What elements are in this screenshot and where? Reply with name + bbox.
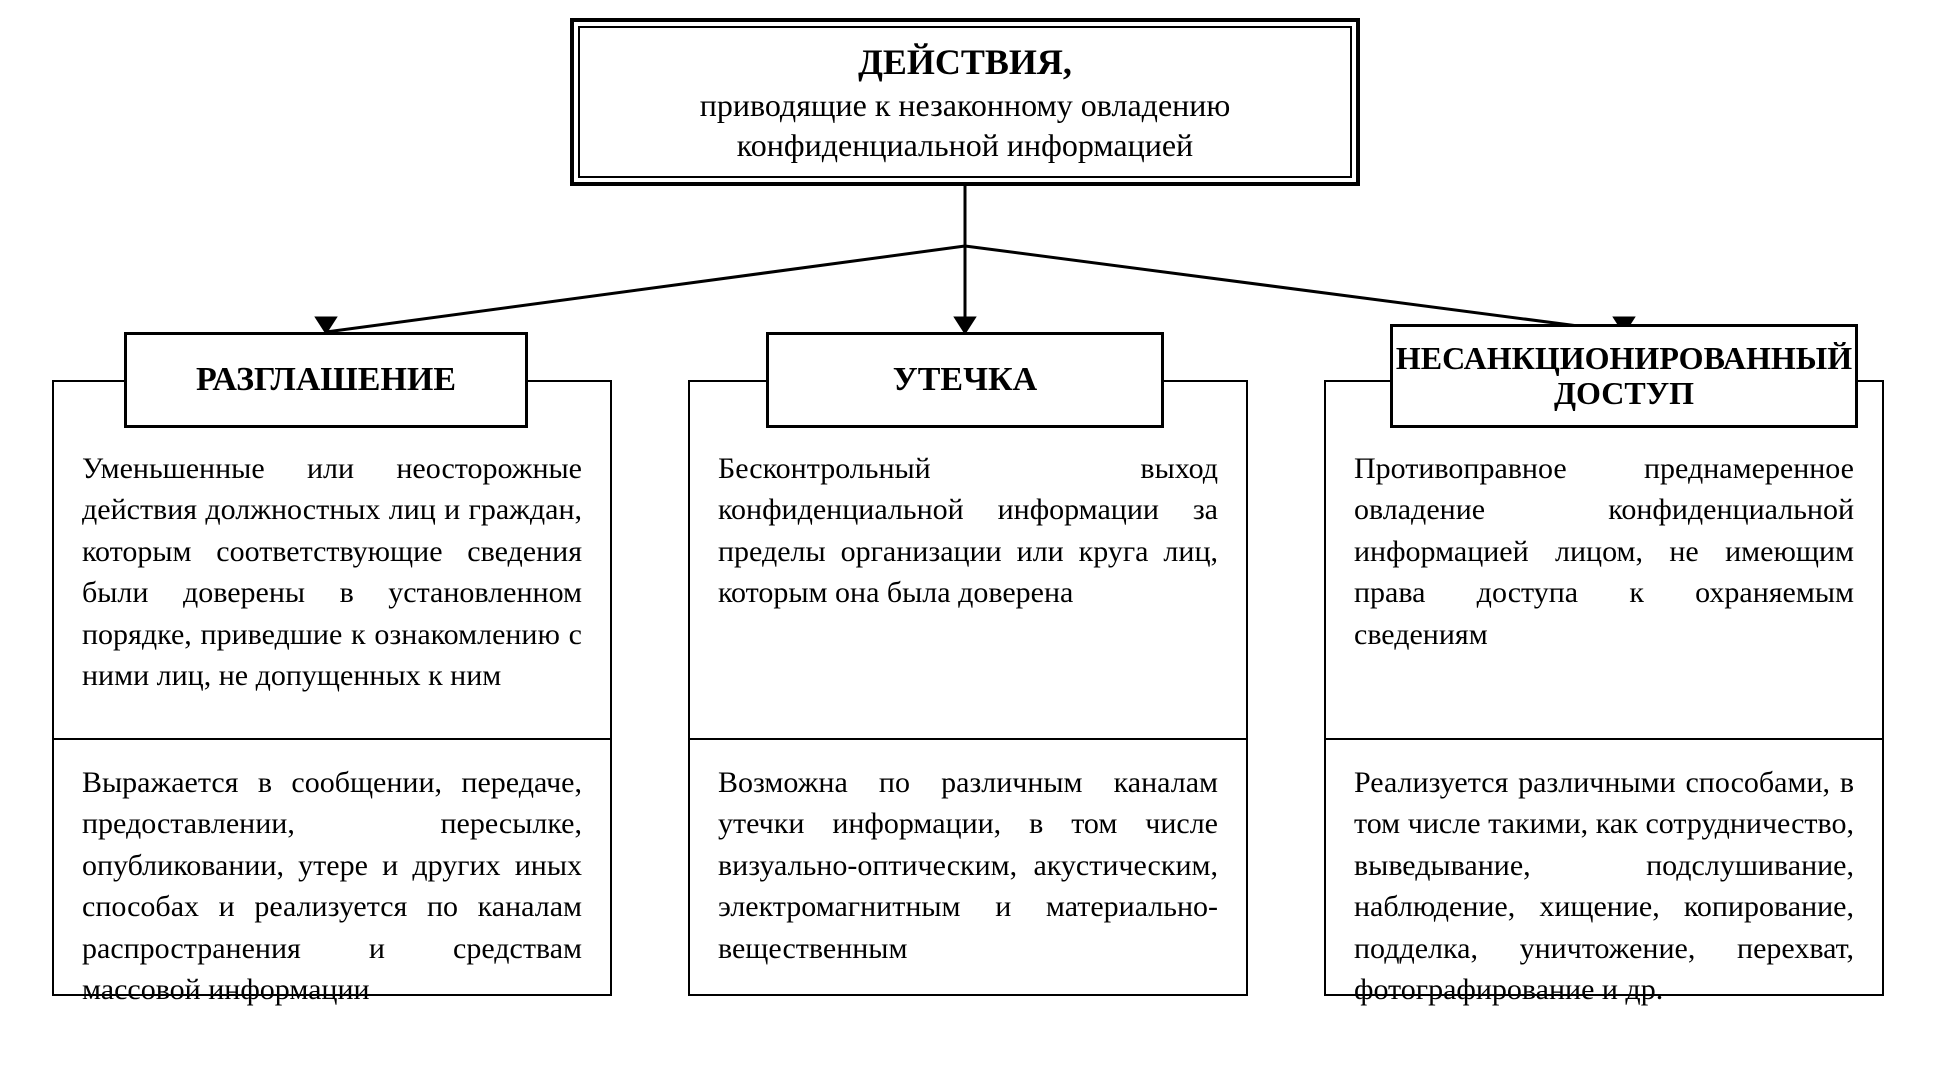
branch-definition: Противоправное преднамеренное овладение … xyxy=(1326,382,1882,738)
branch-body-disclosure: Уменьшенные или неосторожные действия до… xyxy=(52,380,612,996)
branch-body-unauthorized-access: Противоправное преднамеренное овладение … xyxy=(1324,380,1884,996)
branch-methods: Возможна по различным каналам утечки инф… xyxy=(690,738,1246,998)
branch-definition: Уменьшенные или неосторожные действия до… xyxy=(54,382,610,738)
root-node: ДЕЙСТВИЯ, приводящие к незаконному овлад… xyxy=(570,18,1360,186)
branch-methods: Реализуется различными способами, в том … xyxy=(1326,738,1882,998)
root-title: ДЕЙСТВИЯ, xyxy=(700,40,1231,85)
branch-title-disclosure: РАЗГЛАШЕНИЕ xyxy=(124,332,528,428)
branch-title-unauthorized-access: НЕСАНКЦИОНИРОВАННЫЙ ДОСТУП xyxy=(1390,324,1858,428)
branch-body-leak: Бесконтрольный выход конфиденциальной ин… xyxy=(688,380,1248,996)
diagram-canvas: ДЕЙСТВИЯ, приводящие к незаконному овлад… xyxy=(0,0,1944,1088)
branch-methods: Выражается в сообщении, передаче, предос… xyxy=(54,738,610,998)
branch-title-leak: УТЕЧКА xyxy=(766,332,1164,428)
root-node-inner: ДЕЙСТВИЯ, приводящие к незаконному овлад… xyxy=(578,26,1352,178)
branch-definition: Бесконтрольный выход конфиденциальной ин… xyxy=(690,382,1246,738)
root-subtitle: приводящие к незаконному овладениюконфид… xyxy=(700,85,1231,165)
